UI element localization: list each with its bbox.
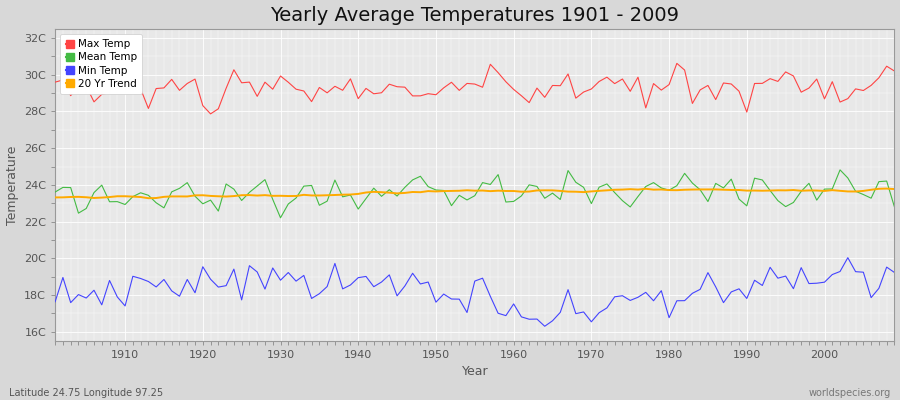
Y-axis label: Temperature: Temperature xyxy=(5,145,19,224)
Legend: Max Temp, Mean Temp, Min Temp, 20 Yr Trend: Max Temp, Mean Temp, Min Temp, 20 Yr Tre… xyxy=(60,34,142,94)
X-axis label: Year: Year xyxy=(462,366,488,378)
Text: Latitude 24.75 Longitude 97.25: Latitude 24.75 Longitude 97.25 xyxy=(9,388,163,398)
Text: worldspecies.org: worldspecies.org xyxy=(809,388,891,398)
Title: Yearly Average Temperatures 1901 - 2009: Yearly Average Temperatures 1901 - 2009 xyxy=(270,6,680,24)
